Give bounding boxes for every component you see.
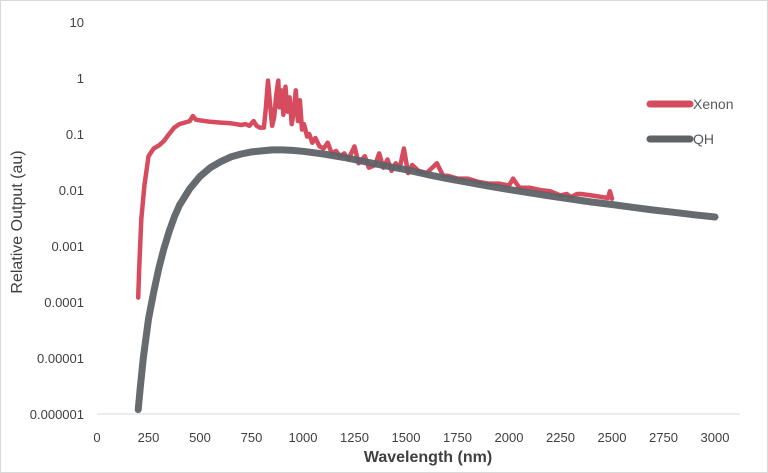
- x-axis-title: Wavelength (nm): [364, 449, 492, 466]
- y-tick-label: 0.000001: [30, 407, 84, 422]
- x-tick-label: 0: [93, 430, 100, 445]
- x-tick-label: 2250: [546, 430, 575, 445]
- x-tick-label: 250: [138, 430, 160, 445]
- y-tick-label: 0.001: [51, 239, 84, 254]
- y-tick-label: 0.01: [59, 183, 84, 198]
- series-layer: [134, 78, 719, 414]
- x-tick-label: 1750: [443, 430, 472, 445]
- y-tick-label: 0.0001: [44, 295, 84, 310]
- x-tick-label: 750: [241, 430, 263, 445]
- x-tick-label: 1250: [340, 430, 369, 445]
- legend: Xenon QH: [646, 96, 733, 147]
- series-line-xenon: [135, 78, 615, 300]
- x-tick-labels: 0 250 500 750 1000 1250 1500 1750 2000 2250 2500 27…: [93, 430, 729, 445]
- legend-label-xenon: Xenon: [693, 96, 733, 112]
- legend-label-qh: QH: [693, 131, 714, 147]
- x-tick-label: 3000: [701, 430, 730, 445]
- x-tick-label: 1000: [289, 430, 318, 445]
- x-tick-label: 2000: [495, 430, 524, 445]
- y-tick-label: 0.1: [66, 127, 84, 142]
- y-tick-label: 0.00001: [37, 351, 84, 366]
- x-tick-label: 1500: [392, 430, 421, 445]
- y-tick-label: 10: [70, 15, 84, 30]
- y-tick-label: 1: [77, 71, 84, 86]
- series-line-qh: [134, 146, 719, 414]
- y-tick-labels: 10 1 0.1 0.01 0.001 0.0001 0.00001 0.000001: [30, 15, 84, 422]
- x-tick-label: 500: [189, 430, 211, 445]
- y-axis-title: Relative Output (au): [9, 150, 26, 293]
- x-tick-label: 2750: [649, 430, 678, 445]
- x-tick-label: 2500: [598, 430, 627, 445]
